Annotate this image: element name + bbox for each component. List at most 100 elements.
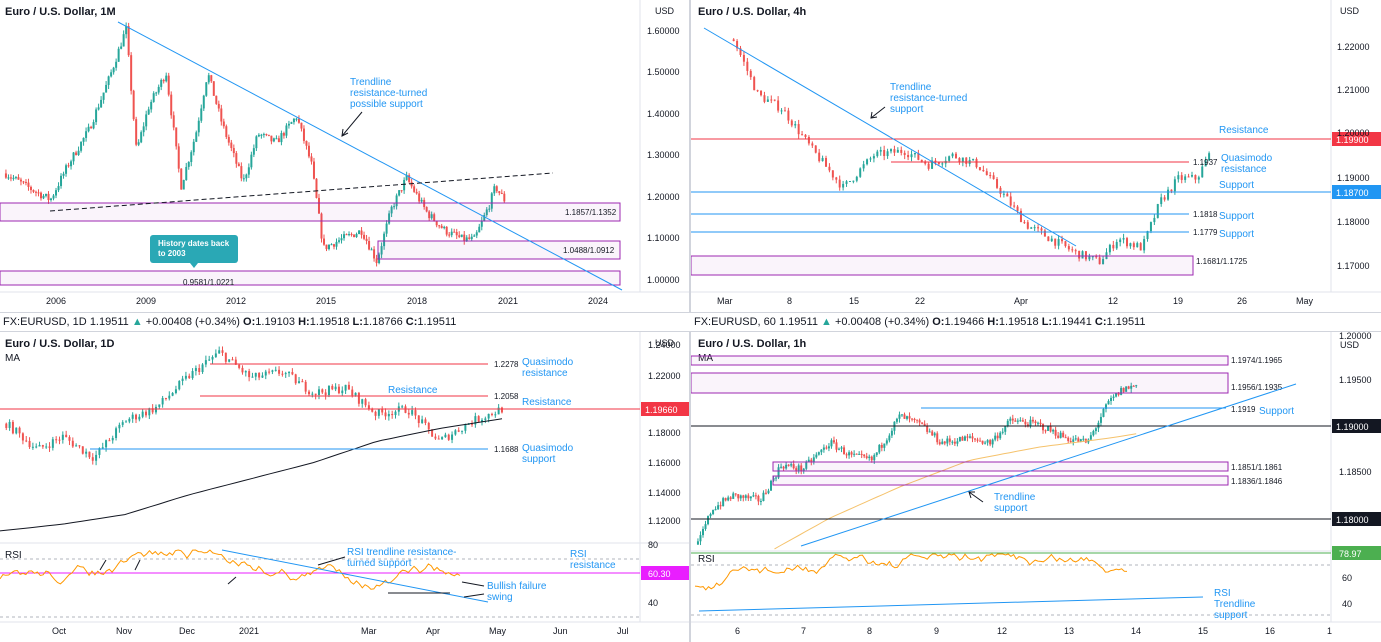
candle-body — [843, 447, 846, 455]
candle-body — [197, 120, 200, 133]
moving-average-line[interactable] — [774, 433, 1137, 550]
rsi-axis[interactable]: 60 40 — [1342, 573, 1352, 609]
zone-9581-0221[interactable] — [0, 270, 621, 286]
ma-indicator-label: MA — [698, 353, 713, 364]
rsi-axis[interactable]: 80 40 — [648, 540, 658, 608]
candle-body — [868, 456, 871, 459]
candle-body — [242, 178, 245, 180]
candle-body — [310, 156, 313, 162]
candle-body — [424, 419, 427, 423]
candle-body — [261, 375, 264, 378]
candle-body — [474, 416, 477, 425]
candle-body — [454, 430, 457, 435]
candle-body — [351, 389, 354, 396]
candle-body — [920, 159, 923, 162]
trendline-resistance[interactable] — [117, 21, 623, 291]
candle-body — [870, 456, 873, 461]
ohlc-legend-left[interactable]: FX:EURUSD, 1D 1.19511 ▲ +0.00408 (+0.34%… — [3, 316, 457, 328]
level-price: 1.1688 — [494, 445, 519, 454]
candle-body — [1039, 422, 1042, 425]
price-tag-resistance — [1332, 132, 1381, 146]
level-label: Support — [1219, 229, 1254, 240]
time-axis[interactable]: Oct Nov Dec 2021 Mar Apr May Jun Jul — [52, 626, 629, 636]
candle-body — [1074, 250, 1077, 252]
time-axis[interactable]: 6 7 8 9 12 13 14 15 16 1 — [735, 626, 1332, 636]
candle-body — [971, 436, 974, 439]
candle-body — [277, 138, 280, 143]
candle-body — [348, 234, 351, 236]
candle-body — [1029, 419, 1032, 427]
price-axis[interactable]: 1.20000 1.19500 1.18500 — [1339, 332, 1372, 477]
candle-body — [150, 101, 153, 110]
moving-average-line[interactable] — [0, 418, 503, 533]
candle-body — [828, 166, 831, 171]
time-tick: 7 — [801, 626, 806, 636]
candle-body — [1146, 231, 1149, 240]
rsi-line[interactable] — [694, 553, 1128, 591]
candle-body — [408, 175, 411, 182]
candle-body — [343, 234, 346, 239]
chart-title: Euro / U.S. Dollar, 1D — [5, 338, 114, 350]
candle-body — [471, 423, 474, 425]
candle-body — [924, 161, 927, 164]
zone-1681-1725[interactable] — [691, 255, 1194, 276]
candle-body — [107, 76, 110, 85]
candle-body — [120, 46, 123, 49]
dashed-trendline[interactable] — [49, 172, 554, 212]
annotation-text: Trendline — [890, 82, 932, 93]
candle-body — [105, 440, 108, 448]
zone-1857-1352[interactable] — [0, 202, 621, 222]
annotation-text: RSI — [570, 549, 587, 560]
candle-body — [198, 368, 201, 372]
candle-body — [883, 150, 886, 157]
chart-panel-monthly[interactable]: Euro / U.S. Dollar, 1M USD 1.1857/1.1352… — [0, 0, 689, 312]
time-axis[interactable]: Mar 8 15 22 Apr 12 19 26 May — [717, 296, 1314, 306]
candle-body — [297, 118, 300, 123]
price-tick: 1.10000 — [647, 233, 680, 243]
candle-body — [292, 118, 295, 123]
candle-body — [255, 136, 258, 149]
rsi-line[interactable] — [0, 549, 461, 590]
candle-body — [461, 430, 464, 432]
last-price: 1.19511 — [89, 316, 129, 328]
candle-body — [155, 92, 158, 94]
candle-body — [490, 413, 493, 415]
candle-body — [100, 99, 103, 108]
up-arrow-icon: ▲ — [821, 316, 832, 328]
trendline-support[interactable] — [800, 383, 1297, 547]
zone-label: 1.1857/1.1352 — [565, 208, 617, 217]
candle-body — [7, 177, 10, 179]
price-tag-text: 1.18000 — [1336, 515, 1369, 525]
zone-0488-0912[interactable] — [377, 240, 621, 260]
rsi-tick: 40 — [648, 598, 658, 608]
level-label: Support — [1219, 211, 1254, 222]
price-axis[interactable]: 1.60000 1.50000 1.40000 1.30000 1.20000 … — [647, 26, 680, 285]
rsi-tick: 60 — [1342, 573, 1352, 583]
candle-body — [770, 480, 772, 491]
candle-body — [982, 169, 985, 172]
chart-panel-4h[interactable]: Euro / U.S. Dollar, 4h USD Resistance 1.… — [691, 0, 1381, 312]
candle-body — [754, 495, 757, 497]
rsi-trendline[interactable] — [698, 596, 1204, 612]
price-axis[interactable]: 1.24000 1.22000 1.18000 1.16000 1.14000 … — [648, 340, 681, 526]
ohlc-legend-right[interactable]: FX:EURUSD, 60 1.19511 ▲ +0.00408 (+0.34%… — [694, 316, 1146, 328]
candle-body — [951, 441, 954, 443]
candle-body — [220, 108, 223, 122]
candle-body — [785, 464, 788, 469]
chart-panel-daily[interactable]: Euro / U.S. Dollar, 1D MA USD 1.2278 Qua… — [0, 332, 689, 642]
time-axis[interactable]: 2006 2009 2012 2015 2018 2021 2024 — [46, 296, 608, 306]
chart-panel-hourly[interactable]: Euro / U.S. Dollar, 1h MA USD 1.1974/1.1… — [691, 332, 1381, 642]
callout-bubble[interactable] — [150, 235, 238, 263]
price-axis[interactable]: 1.22000 1.21000 1.20000 1.19000 1.18000 … — [1337, 42, 1370, 271]
zone-1956-1935[interactable] — [691, 372, 1229, 394]
candle-body — [906, 416, 909, 419]
price-tick: 1.50000 — [647, 67, 680, 77]
candle-body — [27, 182, 30, 187]
trendline[interactable] — [703, 27, 1077, 247]
candle-body — [281, 373, 284, 375]
zone-1974-1965[interactable] — [691, 355, 1229, 366]
candle-body — [72, 152, 75, 162]
candle-body — [822, 447, 825, 450]
zone-1851-1861[interactable] — [772, 461, 1229, 472]
candle-body — [78, 445, 81, 447]
